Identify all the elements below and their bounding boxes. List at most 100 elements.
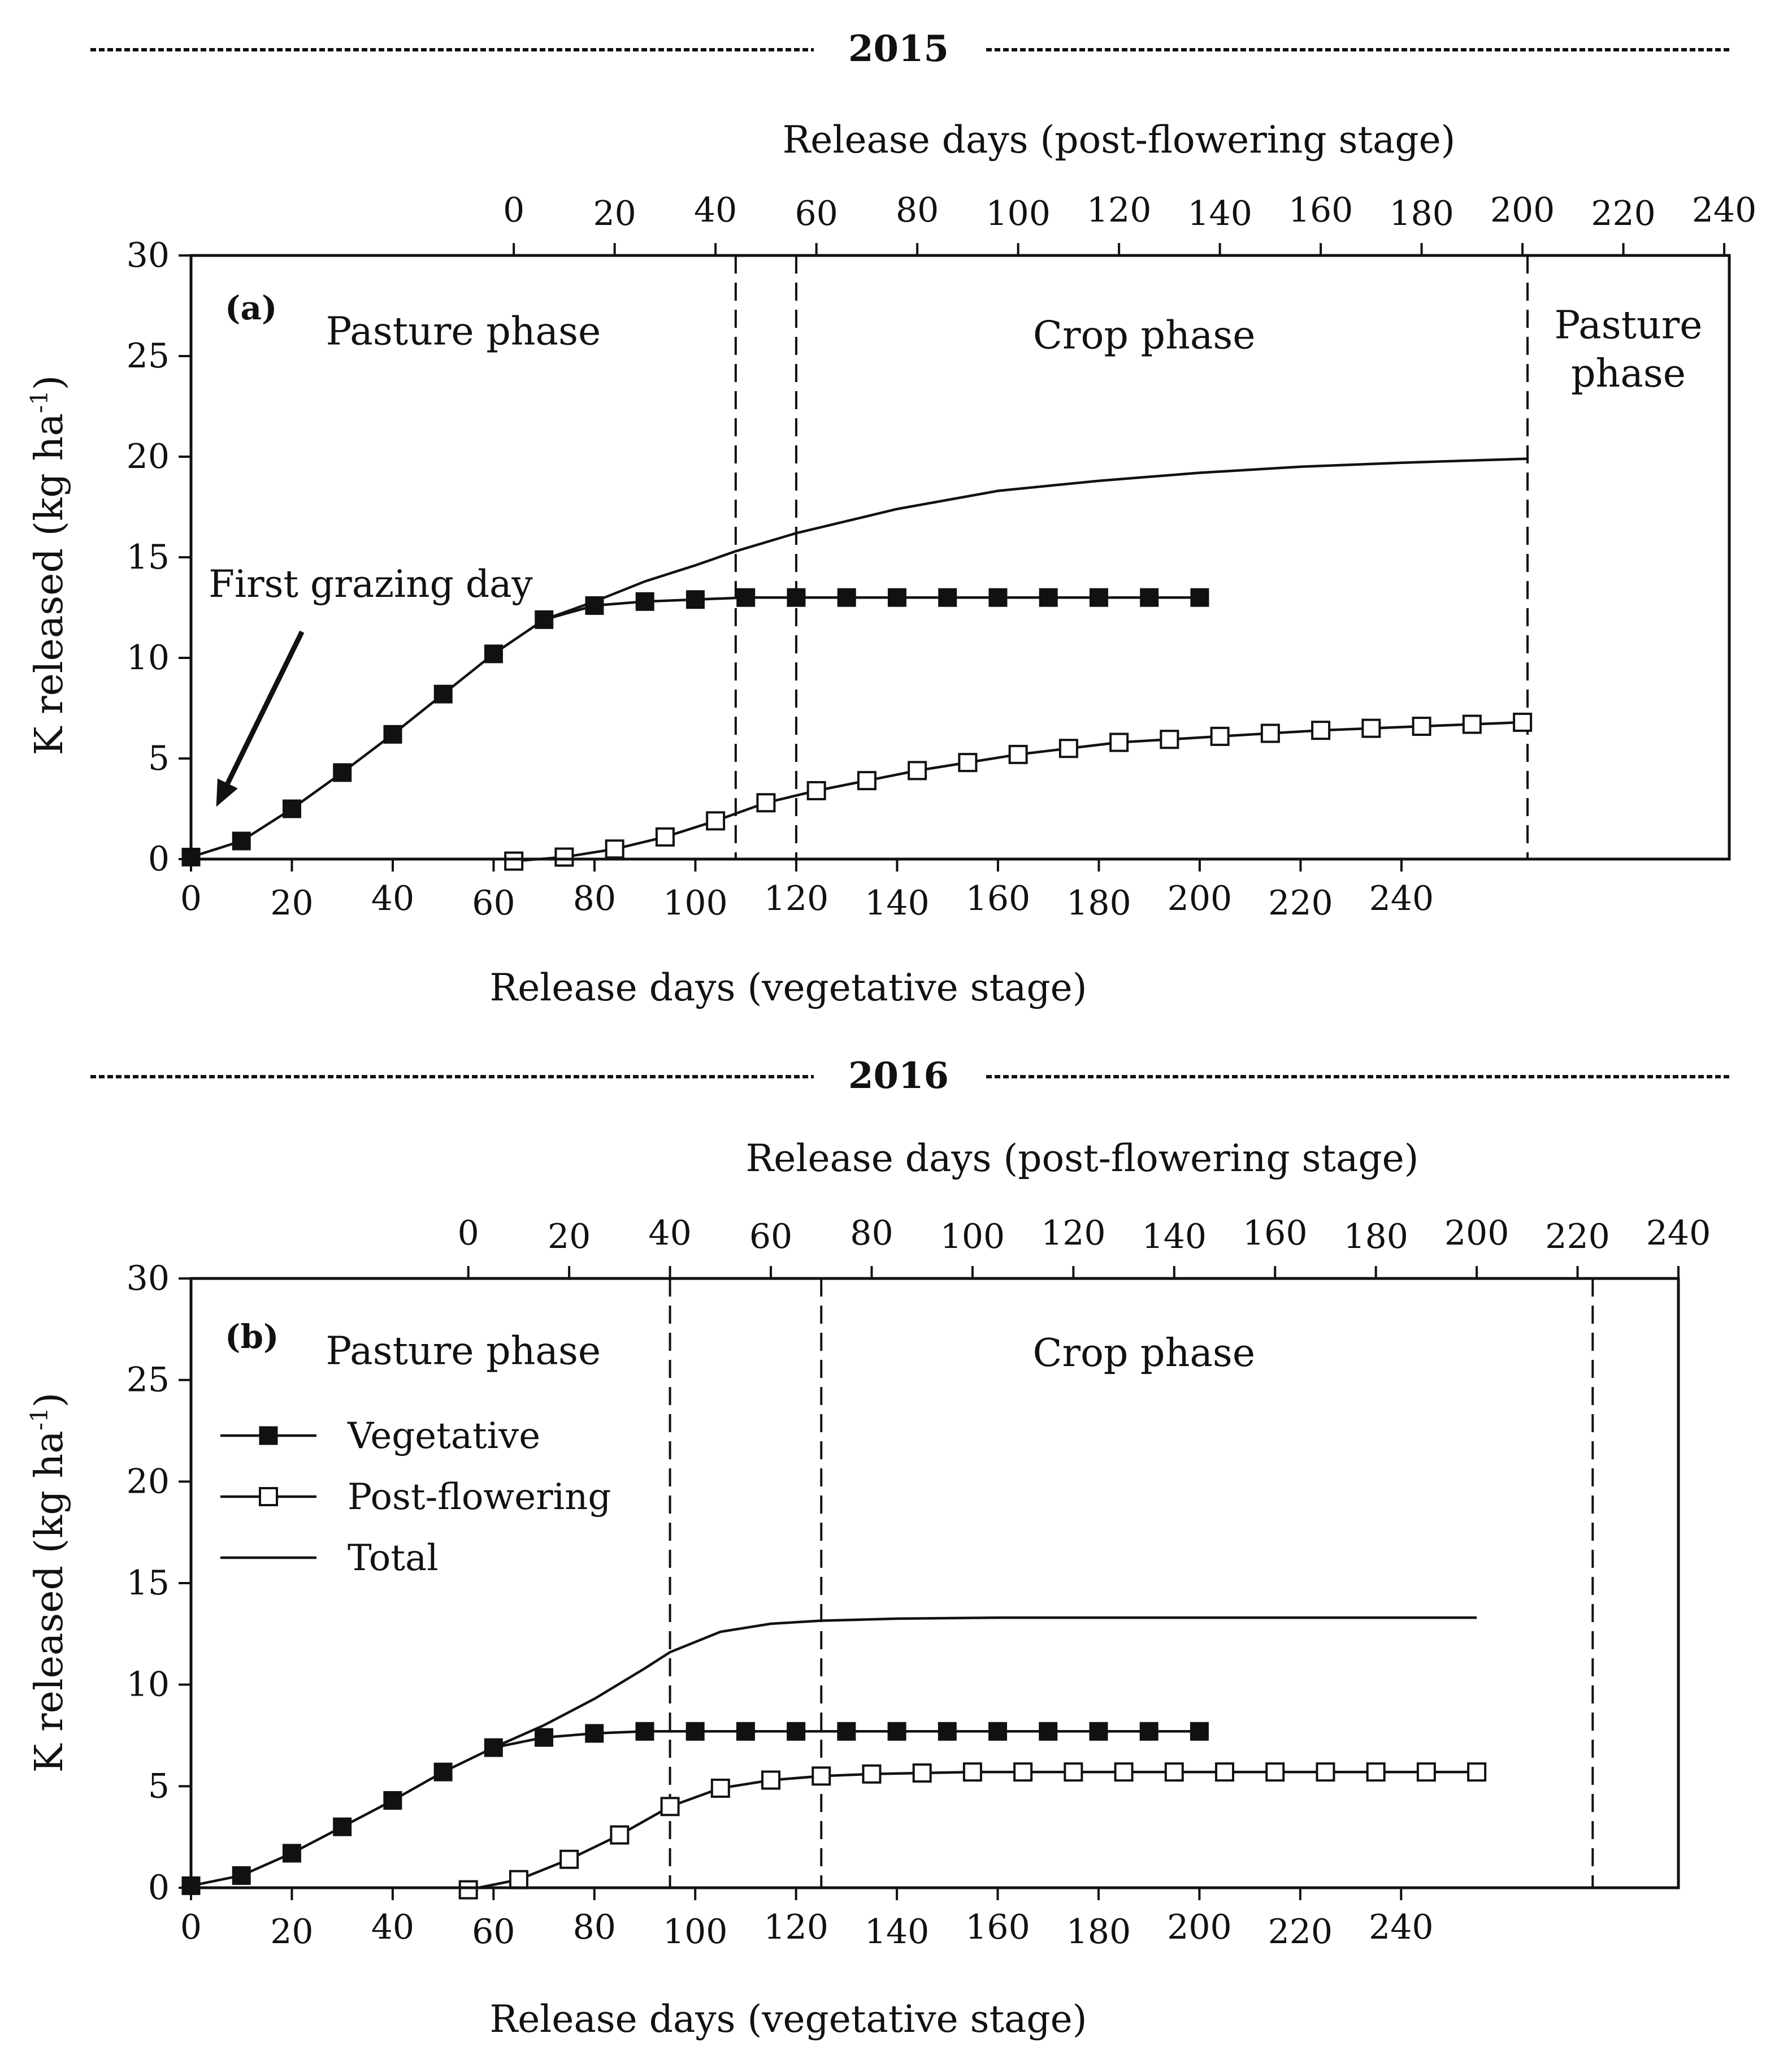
x2-tick-label: 0 <box>458 1213 479 1253</box>
data-point-post-flowering <box>1467 1762 1487 1782</box>
y-tick-label: 25 <box>127 336 170 376</box>
annotation-text: First grazing day <box>209 562 533 606</box>
data-point-vegetative <box>988 588 1008 607</box>
y-tick-label: 30 <box>127 236 170 275</box>
x-tick-label: 20 <box>270 1912 313 1952</box>
data-point-vegetative <box>433 684 453 704</box>
x2-tick-label: 200 <box>1490 190 1555 230</box>
x-tick-label: 240 <box>1369 879 1434 918</box>
x-tick-label: 60 <box>472 1912 515 1952</box>
data-point-vegetative <box>635 592 654 611</box>
data-point-post-flowering <box>1164 1762 1184 1782</box>
x-tick-label: 220 <box>1268 1912 1333 1952</box>
x2-tick-label: 100 <box>986 194 1051 233</box>
x2-tick-label: 220 <box>1591 194 1656 233</box>
y-axis-title: K released (kg ha-1) <box>25 1393 72 1773</box>
x-tick-label: 120 <box>763 1908 828 1947</box>
data-point-post-flowering <box>862 1764 882 1784</box>
data-point-vegetative <box>282 799 301 818</box>
data-point-post-flowering <box>958 753 978 773</box>
data-point-vegetative <box>887 588 906 607</box>
x2-tick-label: 120 <box>1087 190 1152 230</box>
data-point-post-flowering <box>912 1763 932 1783</box>
top-axis-title: Release days (post-flowering stage) <box>783 118 1456 162</box>
x2-tick-label: 180 <box>1343 1217 1408 1256</box>
x-tick-label: 0 <box>180 1908 202 1947</box>
legend-marker <box>259 1426 278 1445</box>
x-tick-label: 80 <box>573 879 616 918</box>
y-tick-label: 20 <box>127 437 170 476</box>
phase-label: Crop phase <box>1032 1331 1255 1376</box>
data-point-post-flowering <box>1316 1762 1335 1782</box>
x2-tick-label: 240 <box>1692 190 1757 230</box>
panel-b-2016: 2016 Release days (post-flowering stage)… <box>25 1055 1729 2041</box>
plot-frame <box>189 1277 1680 1889</box>
data-point-post-flowering <box>756 793 776 813</box>
x-tick-label: 0 <box>180 879 202 918</box>
x-tick-label: 160 <box>966 879 1031 918</box>
y-tick-label: 25 <box>127 1360 170 1400</box>
y-tick-label: 15 <box>127 537 170 577</box>
data-point-post-flowering <box>504 851 524 871</box>
data-point-post-flowering <box>610 1825 630 1845</box>
data-point-post-flowering <box>1265 1762 1285 1782</box>
legend-label: Post-flowering <box>348 1476 611 1518</box>
data-point-vegetative <box>484 644 503 664</box>
x2-tick-label: 60 <box>749 1217 792 1256</box>
legend-marker <box>259 1487 278 1506</box>
data-point-post-flowering <box>812 1766 831 1786</box>
x-tick-label: 200 <box>1167 1908 1232 1947</box>
x2-tick-label: 200 <box>1444 1213 1509 1253</box>
data-point-vegetative <box>938 1722 957 1741</box>
data-point-post-flowering <box>554 847 574 867</box>
y-tick-label: 5 <box>148 739 170 778</box>
data-point-post-flowering <box>509 1870 528 1889</box>
data-point-vegetative <box>787 1722 806 1741</box>
data-point-vegetative <box>736 588 756 607</box>
data-point-post-flowering <box>1416 1762 1436 1782</box>
data-point-post-flowering <box>908 761 927 781</box>
y-tick-label: 0 <box>148 839 170 879</box>
x2-tick-label: 160 <box>1288 190 1353 230</box>
panel-label: (a) <box>225 289 277 327</box>
x-tick-label: 60 <box>472 883 515 923</box>
phase-label: Pasture <box>1555 304 1703 348</box>
data-point-vegetative <box>1039 1722 1058 1741</box>
y-tick-label: 0 <box>148 1868 170 1908</box>
data-point-post-flowering <box>1215 1762 1235 1782</box>
data-point-vegetative <box>1140 588 1159 607</box>
y-axis-title: K released (kg ha-1) <box>25 375 72 756</box>
data-point-post-flowering <box>1058 739 1078 758</box>
y-tick-label: 30 <box>127 1259 170 1298</box>
data-point-post-flowering <box>962 1762 982 1782</box>
data-point-vegetative <box>736 1722 755 1741</box>
series-line-total <box>493 1616 1477 1749</box>
data-point-post-flowering <box>1064 1762 1083 1782</box>
x-tick-label: 120 <box>764 879 829 918</box>
data-point-vegetative <box>837 588 856 607</box>
x2-tick-label: 0 <box>503 190 524 230</box>
top-axis-title: Release days (post-flowering stage) <box>746 1137 1419 1180</box>
data-point-vegetative <box>1039 588 1058 607</box>
x-tick-label: 80 <box>573 1908 616 1947</box>
year-header: 2016 <box>848 1055 949 1097</box>
x2-tick-label: 180 <box>1389 194 1454 233</box>
data-point-vegetative <box>383 1791 402 1810</box>
y-tick-label: 10 <box>127 638 170 678</box>
plot-frame <box>189 254 1731 861</box>
y-tick-label: 15 <box>127 1563 170 1603</box>
series-line-total <box>543 457 1528 621</box>
data-point-post-flowering <box>1462 714 1482 734</box>
x2-tick-label: 80 <box>850 1213 893 1253</box>
legend-label: Vegetative <box>347 1415 540 1457</box>
data-point-vegetative <box>837 1722 856 1741</box>
x2-tick-label: 40 <box>694 190 737 230</box>
x-tick-label: 240 <box>1369 1908 1434 1947</box>
x-tick-label: 220 <box>1268 883 1333 923</box>
data-point-post-flowering <box>857 771 877 791</box>
data-point-vegetative <box>1089 588 1108 607</box>
x2-tick-label: 100 <box>940 1217 1005 1256</box>
data-point-post-flowering <box>458 1880 478 1900</box>
x-tick-label: 20 <box>270 883 313 923</box>
